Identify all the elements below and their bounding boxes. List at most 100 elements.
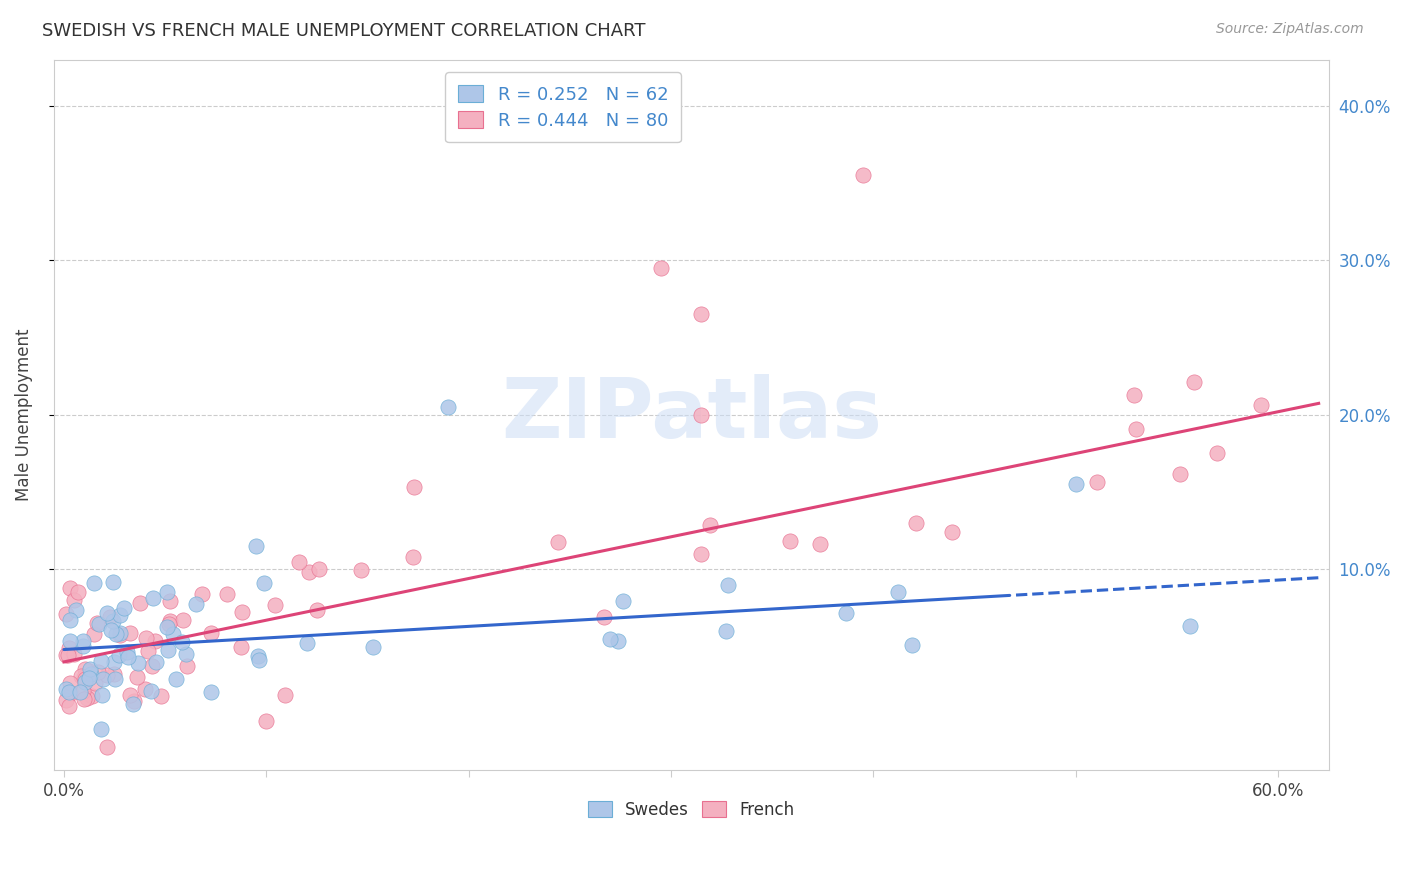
Point [901, 638, 924, 652]
Point [98, 610, 121, 624]
Point [59, 613, 82, 627]
Point [91, 672, 114, 686]
Point [83, 575, 105, 590]
Point [59, 634, 82, 648]
Point [176, 648, 198, 662]
Point [80, 690, 103, 704]
Point [361, 640, 384, 654]
Point [295, 636, 318, 650]
Point [190, 587, 212, 601]
Point [55, 682, 77, 697]
Point [612, 594, 634, 608]
Point [904, 516, 927, 530]
Point [70, 669, 93, 683]
Point [607, 633, 630, 648]
Point [60, 686, 83, 700]
Point [76, 691, 98, 706]
Point [690, 408, 713, 422]
Point [172, 613, 194, 627]
Point [1125, 422, 1147, 436]
Point [87, 665, 110, 680]
Point [200, 685, 222, 699]
Point [941, 524, 963, 539]
Point [84, 676, 107, 690]
Point [150, 689, 173, 703]
Point [118, 688, 141, 702]
Point [72, 683, 94, 698]
Point [834, 606, 856, 620]
Point [650, 261, 672, 276]
Point [176, 658, 198, 673]
Point [1250, 398, 1272, 412]
Point [263, 598, 285, 612]
Point [73, 672, 96, 686]
Point [157, 617, 180, 632]
Point [96, 607, 118, 621]
Point [77, 671, 100, 685]
Point [350, 563, 373, 577]
Point [105, 626, 128, 640]
Point [58, 685, 80, 699]
Point [141, 658, 163, 673]
Text: Source: ZipAtlas.com: Source: ZipAtlas.com [1216, 22, 1364, 37]
Point [159, 614, 181, 628]
Point [110, 607, 132, 622]
Point [125, 670, 148, 684]
Point [65, 602, 87, 616]
Point [142, 591, 165, 606]
Point [58, 641, 80, 656]
Point [90, 654, 112, 668]
Point [104, 672, 127, 686]
Point [1168, 467, 1191, 482]
Point [143, 633, 166, 648]
Point [253, 575, 276, 590]
Point [100, 624, 122, 638]
Point [808, 537, 831, 551]
Point [103, 656, 125, 670]
Point [1178, 619, 1201, 633]
Text: SWEDISH VS FRENCH MALE UNEMPLOYMENT CORRELATION CHART: SWEDISH VS FRENCH MALE UNEMPLOYMENT CORR… [42, 22, 645, 40]
Point [90, 722, 112, 736]
Point [165, 672, 187, 686]
Point [73, 692, 96, 706]
Point [162, 627, 184, 641]
Point [58, 648, 80, 662]
Point [58, 676, 80, 690]
Point [75, 674, 97, 689]
Point [156, 643, 179, 657]
Point [103, 667, 125, 681]
Point [305, 602, 328, 616]
Point [1206, 446, 1229, 460]
Y-axis label: Male Unemployment: Male Unemployment [15, 328, 32, 501]
Point [77, 665, 100, 679]
Point [108, 626, 131, 640]
Point [55, 607, 77, 622]
Point [273, 688, 295, 702]
Point [231, 605, 253, 619]
Point [593, 610, 616, 624]
Point [145, 655, 167, 669]
Point [254, 714, 277, 728]
Point [96, 668, 118, 682]
Point [437, 400, 460, 414]
Point [63, 593, 86, 607]
Point [1064, 477, 1087, 491]
Point [599, 632, 621, 647]
Point [404, 479, 426, 493]
Point [1182, 375, 1205, 389]
Point [79, 662, 101, 676]
Point [110, 628, 132, 642]
Point [135, 632, 157, 646]
Point [714, 624, 737, 638]
Point [73, 670, 96, 684]
Point [89, 616, 111, 631]
Point [128, 596, 150, 610]
Point [245, 540, 267, 554]
Point [112, 600, 135, 615]
Point [90, 688, 112, 702]
Point [184, 597, 207, 611]
Point [547, 535, 569, 549]
Point [217, 587, 239, 601]
Point [134, 682, 156, 697]
Point [96, 739, 118, 754]
